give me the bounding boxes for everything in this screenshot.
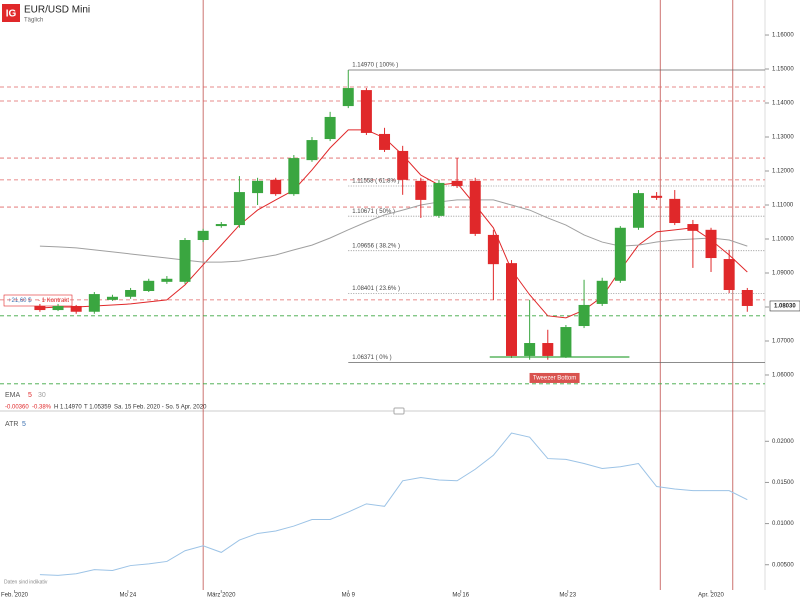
indicator-period: 5 xyxy=(22,421,26,428)
x-tick-label: Feb. 2020 xyxy=(1,593,29,599)
candle-body xyxy=(342,88,354,107)
y-tick-label: 1.14000 xyxy=(772,101,794,107)
candle-body xyxy=(397,150,409,180)
candle-body xyxy=(288,158,300,195)
legend-range: Sa. 15 Feb. 2020 - So. 5 Apr. 2020 xyxy=(114,405,207,411)
candle-body xyxy=(270,179,282,195)
candle-body xyxy=(560,327,572,357)
candle-body xyxy=(542,343,554,356)
candle-body xyxy=(433,182,445,216)
x-tick-label: Apr. 2020 xyxy=(698,593,724,599)
candle-body xyxy=(687,224,699,231)
y-tick-label: 1.16000 xyxy=(772,33,794,39)
atr-line xyxy=(39,432,748,576)
fib-label: 1.10671 ( 50% ) xyxy=(352,209,395,215)
candle-body xyxy=(651,195,663,198)
candle-body xyxy=(106,296,118,300)
last-price-box xyxy=(769,300,800,312)
y-tick-label: 0.01500 xyxy=(772,480,794,486)
y-tick-label: 1.10000 xyxy=(772,237,794,243)
candle-body xyxy=(506,263,518,356)
y-tick-label: 1.06000 xyxy=(772,373,794,379)
legend-low: T 1.05359 xyxy=(84,405,112,411)
logo-text: IG xyxy=(6,9,17,20)
legend-change: -0.00360 xyxy=(5,405,29,411)
candle-body xyxy=(741,289,753,306)
candle-body xyxy=(469,180,481,234)
x-tick-label: Mo 9 xyxy=(342,593,356,599)
candle-body xyxy=(524,343,536,356)
candle-body xyxy=(669,198,681,224)
candle-body xyxy=(161,278,173,282)
candle-body xyxy=(415,180,427,200)
candle-body xyxy=(360,90,372,133)
candle-body xyxy=(451,180,463,186)
y-tick-label: 1.15000 xyxy=(772,67,794,73)
y-tick-label: 0.01000 xyxy=(772,521,794,527)
position-size: - 1 Kontrakt xyxy=(38,298,69,304)
candle-body xyxy=(596,280,608,304)
note: Daten sind indikativ xyxy=(4,579,48,585)
x-tick-label: Mo 24 xyxy=(120,593,137,599)
legend-entry: 30 xyxy=(38,392,46,399)
candle-body xyxy=(614,227,626,281)
legend-entry: 5 xyxy=(28,392,32,399)
candle-body xyxy=(379,133,391,150)
fib-label: 1.14970 ( 100% ) xyxy=(352,63,398,69)
candle-body xyxy=(70,305,82,312)
candle-body xyxy=(487,234,499,265)
y-tick-label: 0.02000 xyxy=(772,439,794,445)
x-tick-label: Mo 23 xyxy=(559,593,576,599)
candle-body xyxy=(125,289,137,297)
ema-line xyxy=(39,129,748,319)
legend-indicator: EMA xyxy=(5,392,21,399)
x-tick-label: März 2020 xyxy=(207,593,236,599)
fib-label: 1.06371 ( 0% ) xyxy=(352,355,391,361)
legend-high: H 1.14970 xyxy=(54,405,82,411)
candle-body xyxy=(324,116,336,140)
title: EUR/USD Mini xyxy=(24,5,90,16)
trendline-label: Tweezer Bottom xyxy=(533,376,576,382)
fib-label: 1.11558 ( 61.8% ) xyxy=(352,179,399,185)
candle-body xyxy=(578,304,590,327)
indicator-title: ATR xyxy=(5,421,18,428)
y-tick-label: 1.11000 xyxy=(772,203,794,209)
legend-change-pct: -0.38% xyxy=(32,405,52,411)
y-tick-label: 1.07000 xyxy=(772,339,794,345)
candle-body xyxy=(306,140,318,161)
y-tick-label: 0.00500 xyxy=(772,562,794,568)
candle-body xyxy=(197,230,209,241)
candle-body xyxy=(723,259,735,290)
candle-body xyxy=(52,305,64,311)
candle-body xyxy=(179,240,191,282)
candle-body xyxy=(143,280,155,292)
fib-label: 1.08401 ( 23.6% ) xyxy=(352,286,400,292)
trendline-label-box xyxy=(529,372,580,383)
candle-body xyxy=(34,305,46,311)
position-pnl: +21,60 $ xyxy=(8,298,32,304)
last-price-label: 1.08030 xyxy=(774,304,796,310)
y-tick-label: 1.12000 xyxy=(772,169,794,175)
logo xyxy=(2,4,20,22)
candle-body xyxy=(88,294,100,312)
y-tick-label: 1.09000 xyxy=(772,271,794,277)
candle-body xyxy=(233,192,245,226)
x-tick-label: Mo 16 xyxy=(452,593,469,599)
candle-body xyxy=(252,180,264,194)
candle-body xyxy=(632,193,644,228)
ema-line xyxy=(39,199,748,263)
resize-handle[interactable] xyxy=(393,407,405,415)
subtitle: Täglich xyxy=(24,18,43,24)
candle-body xyxy=(215,224,227,227)
fib-label: 1.09656 ( 38.2% ) xyxy=(352,243,400,249)
candle-body xyxy=(705,229,717,259)
y-tick-label: 1.13000 xyxy=(772,135,794,141)
